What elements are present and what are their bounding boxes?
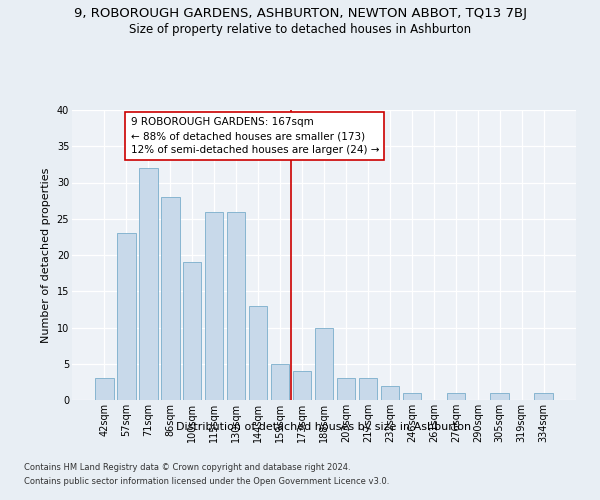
Bar: [95, 378, 113, 400]
Bar: [380, 386, 399, 400]
Text: Distribution of detached houses by size in Ashburton: Distribution of detached houses by size …: [176, 422, 472, 432]
Bar: [205, 212, 223, 400]
Bar: [227, 212, 245, 400]
Bar: [271, 364, 289, 400]
Bar: [535, 393, 553, 400]
Text: 9 ROBOROUGH GARDENS: 167sqm
← 88% of detached houses are smaller (173)
12% of se: 9 ROBOROUGH GARDENS: 167sqm ← 88% of det…: [131, 117, 379, 155]
Bar: [403, 393, 421, 400]
Y-axis label: Number of detached properties: Number of detached properties: [41, 168, 51, 342]
Bar: [314, 328, 334, 400]
Bar: [117, 233, 136, 400]
Bar: [446, 393, 465, 400]
Text: Size of property relative to detached houses in Ashburton: Size of property relative to detached ho…: [129, 22, 471, 36]
Text: Contains public sector information licensed under the Open Government Licence v3: Contains public sector information licen…: [24, 477, 389, 486]
Bar: [161, 197, 179, 400]
Bar: [293, 371, 311, 400]
Bar: [337, 378, 355, 400]
Bar: [183, 262, 202, 400]
Bar: [249, 306, 268, 400]
Text: Contains HM Land Registry data © Crown copyright and database right 2024.: Contains HM Land Registry data © Crown c…: [24, 464, 350, 472]
Bar: [139, 168, 158, 400]
Text: 9, ROBOROUGH GARDENS, ASHBURTON, NEWTON ABBOT, TQ13 7BJ: 9, ROBOROUGH GARDENS, ASHBURTON, NEWTON …: [74, 8, 527, 20]
Bar: [490, 393, 509, 400]
Bar: [359, 378, 377, 400]
